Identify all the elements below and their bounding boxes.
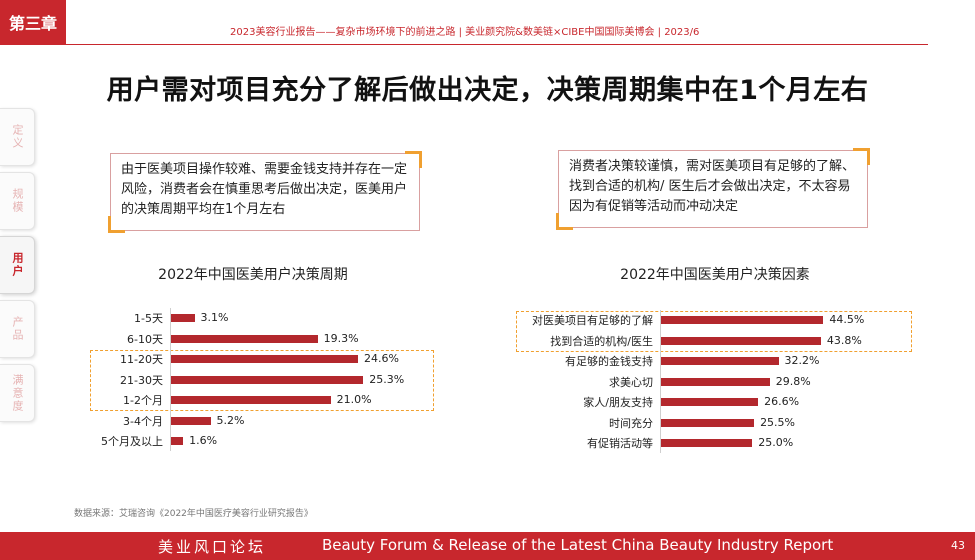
page-number: 43 <box>951 539 965 552</box>
bar <box>171 437 184 445</box>
footer-report-name: Beauty Forum & Release of the Latest Chi… <box>322 536 834 554</box>
bar <box>661 377 770 386</box>
bar <box>171 375 364 384</box>
chart-title-cycle: 2022年中国医美用户决策周期 <box>158 267 348 283</box>
bar <box>171 416 211 425</box>
category-label: 有促销活动等 <box>587 437 653 450</box>
page-title: 用户需对项目充分了解后做出决定，决策周期集中在1个月左右 <box>106 75 869 106</box>
corner-accent <box>108 216 125 233</box>
side-tab-scale[interactable]: 规模 <box>0 172 35 230</box>
category-label: 求美心切 <box>609 375 653 389</box>
bar <box>171 314 195 322</box>
category-label: 1-2个月 <box>123 394 163 407</box>
bar <box>661 357 779 365</box>
category-label: 6-10天 <box>127 332 163 346</box>
value-label: 25.0% <box>758 436 794 449</box>
category-label: 家人/朋友支持 <box>583 396 653 409</box>
value-label: 19.3% <box>323 331 359 345</box>
highlight-box <box>90 349 434 412</box>
side-tab-label: 满意度 <box>11 373 24 413</box>
corner-accent <box>556 213 573 230</box>
bar <box>661 398 759 406</box>
header-divider <box>0 44 928 45</box>
category-label: 找到合适的机构/医生 <box>550 334 653 348</box>
value-label: 26.6% <box>764 395 800 408</box>
value-label: 25.3% <box>369 372 405 386</box>
callout-right-text: 消费者决策较谨慎，需对医美项目有足够的了解、找到合适的机构/ 医生后才会做出决定… <box>569 159 856 214</box>
side-tab-satisfaction[interactable]: 满意度 <box>0 364 35 422</box>
bar <box>171 334 318 343</box>
bar <box>171 355 358 363</box>
chart-title-factors: 2022年中国医美用户决策因素 <box>620 267 810 283</box>
value-label: 24.6% <box>363 352 399 365</box>
side-tab-users[interactable]: 用户 <box>0 236 35 294</box>
category-label: 对医美项目有足够的了解 <box>532 314 653 327</box>
category-axis <box>170 307 171 452</box>
bar <box>661 439 753 447</box>
category-label: 21-30天 <box>120 373 163 387</box>
callout-left-text: 由于医美项目操作较难、需要金钱支持并存在一定风险，消费者会在慎重思考后做出决定，… <box>121 162 408 217</box>
highlight-box <box>516 310 912 352</box>
side-tab-label: 用户 <box>11 252 24 278</box>
chapter-tag: 第三章 <box>0 0 66 44</box>
corner-accent <box>853 148 870 165</box>
category-axis <box>660 309 661 454</box>
value-label: 21.0% <box>336 393 372 406</box>
side-nav: 定义 规模 用户 产品 满意度 <box>0 108 36 428</box>
value-label: 1.6% <box>189 434 218 447</box>
side-tab-definition[interactable]: 定义 <box>0 108 35 166</box>
category-label: 3-4个月 <box>123 414 163 428</box>
value-label: 32.2% <box>784 354 820 367</box>
footer-forum-name: 美业风口论坛 <box>158 538 267 556</box>
category-label: 5个月及以上 <box>101 435 163 448</box>
callout-right: 消费者决策较谨慎，需对医美项目有足够的了解、找到合适的机构/ 医生后才会做出决定… <box>556 148 870 230</box>
report-header: 2023美容行业报告——复杂市场环境下的前进之路 | 美业颜究院&数美链×CIB… <box>230 27 700 38</box>
side-tab-products[interactable]: 产品 <box>0 300 35 358</box>
bar <box>661 316 824 324</box>
category-label: 11-20天 <box>120 353 163 366</box>
category-label: 1-5天 <box>134 312 163 325</box>
data-source: 数据来源：艾瑞咨询《2022年中国医疗美容行业研究报告》 <box>74 509 313 519</box>
bar <box>661 418 755 427</box>
value-label: 29.8% <box>775 374 811 388</box>
bar <box>661 336 821 345</box>
corner-accent <box>405 151 422 168</box>
category-label: 时间充分 <box>609 416 653 430</box>
callout-left: 由于医美项目操作较难、需要金钱支持并存在一定风险，消费者会在慎重思考后做出决定，… <box>108 151 422 233</box>
footer-bar: 美业风口论坛 Beauty Forum & Release of the Lat… <box>0 532 975 560</box>
value-label: 44.5% <box>829 313 865 326</box>
side-tab-label: 定义 <box>11 124 24 150</box>
bar <box>171 396 331 404</box>
side-tab-label: 规模 <box>11 188 24 214</box>
category-label: 有足够的金钱支持 <box>565 355 653 368</box>
value-label: 43.8% <box>826 333 862 347</box>
value-label: 3.1% <box>200 311 229 324</box>
value-label: 5.2% <box>216 413 245 427</box>
value-label: 25.5% <box>760 415 796 429</box>
side-tab-label: 产品 <box>11 316 24 342</box>
